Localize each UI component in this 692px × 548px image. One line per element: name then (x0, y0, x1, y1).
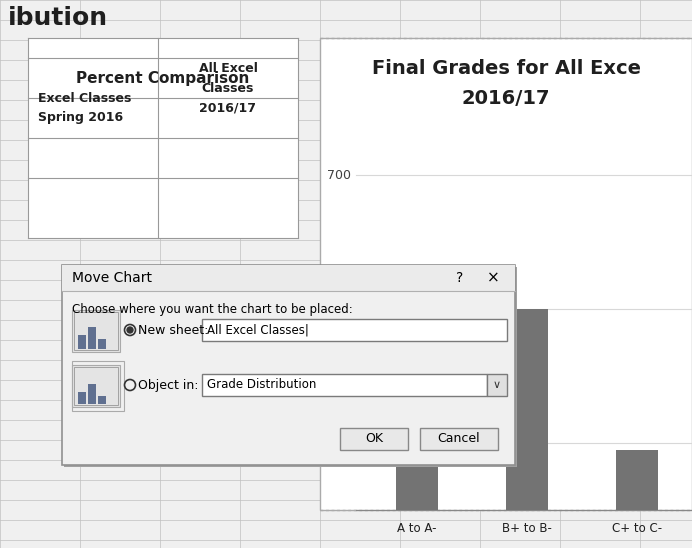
Bar (487, 374, 507, 396)
Bar (78, 335, 86, 349)
Bar (98, 339, 106, 349)
Text: Spring 2016: Spring 2016 (38, 111, 123, 124)
Text: Cancel: Cancel (437, 432, 480, 446)
Bar (88, 327, 96, 349)
Bar (74, 367, 118, 405)
Text: Classes: Classes (202, 82, 254, 94)
Circle shape (127, 327, 133, 333)
Bar (98, 396, 106, 404)
Bar (78, 392, 86, 404)
Bar (88, 384, 96, 404)
Text: 700: 700 (327, 169, 351, 182)
Text: A to A-: A to A- (397, 522, 437, 535)
Text: 500: 500 (327, 437, 351, 449)
Bar (62, 265, 515, 291)
Bar (62, 265, 515, 465)
Bar (420, 428, 498, 450)
Text: ∨: ∨ (493, 380, 501, 390)
Bar (64, 267, 517, 467)
Bar (72, 365, 120, 407)
Bar (506, 309, 548, 510)
Bar (340, 428, 408, 450)
Bar (202, 374, 487, 396)
Text: ?: ? (457, 271, 464, 285)
Text: Object in:: Object in: (138, 379, 199, 391)
Text: Percent Comparison: Percent Comparison (76, 71, 250, 85)
Text: Final Grades for All Exce: Final Grades for All Exce (372, 59, 641, 77)
Bar (202, 319, 507, 341)
Text: Move Chart: Move Chart (72, 271, 152, 285)
Text: New sheet:: New sheet: (138, 323, 208, 336)
Text: 600: 600 (327, 302, 351, 316)
Bar (72, 361, 124, 411)
Bar (616, 450, 658, 510)
Text: All Excel Classes|: All Excel Classes| (207, 323, 309, 336)
Text: C+ to C-: C+ to C- (612, 522, 662, 535)
Bar (28, 38, 298, 238)
Text: Excel Classes: Excel Classes (38, 92, 131, 105)
Bar (72, 310, 120, 352)
Bar (396, 456, 438, 510)
Bar (320, 38, 692, 510)
Text: ×: × (486, 271, 500, 286)
Text: All Excel: All Excel (199, 61, 257, 75)
Text: B+ to B-: B+ to B- (502, 522, 552, 535)
Text: ibution: ibution (8, 6, 108, 30)
Bar (74, 312, 118, 350)
Text: OK: OK (365, 432, 383, 446)
Text: 2016/17: 2016/17 (462, 88, 550, 107)
Text: 2016/17: 2016/17 (199, 101, 257, 115)
Text: Grade Distribution: Grade Distribution (207, 379, 316, 391)
Text: Choose where you want the chart to be placed:: Choose where you want the chart to be pl… (72, 302, 353, 316)
